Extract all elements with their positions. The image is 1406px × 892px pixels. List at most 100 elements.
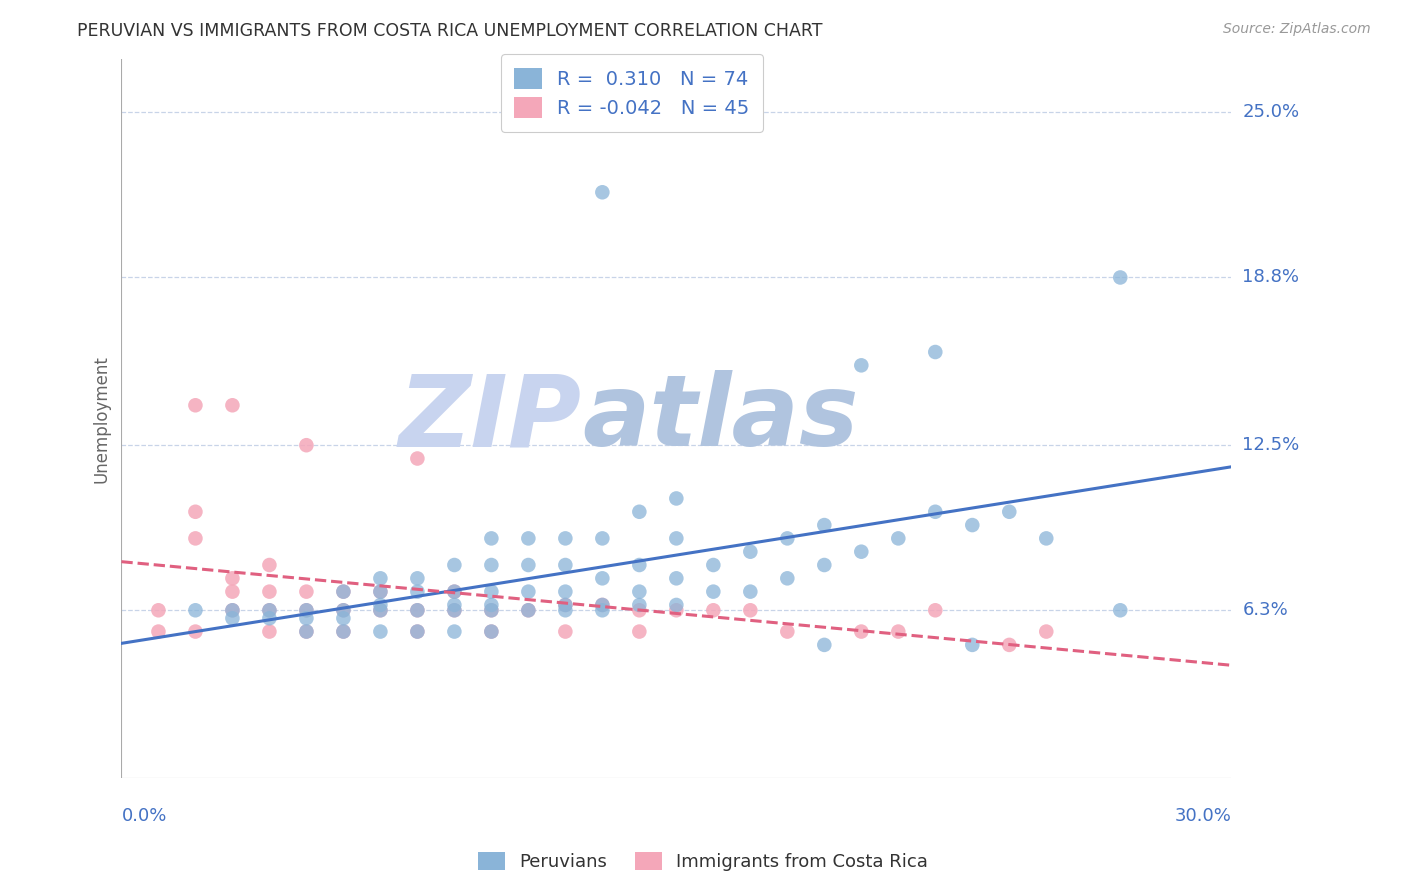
- Point: [517, 584, 540, 599]
- Point: [740, 544, 762, 558]
- Text: PERUVIAN VS IMMIGRANTS FROM COSTA RICA UNEMPLOYMENT CORRELATION CHART: PERUVIAN VS IMMIGRANTS FROM COSTA RICA U…: [77, 22, 823, 40]
- Point: [184, 505, 207, 519]
- Text: atlas: atlas: [582, 370, 859, 467]
- Point: [184, 624, 207, 639]
- Text: 12.5%: 12.5%: [1243, 436, 1299, 454]
- Point: [628, 558, 651, 572]
- Point: [962, 638, 984, 652]
- Point: [479, 598, 502, 612]
- Point: [370, 584, 392, 599]
- Point: [295, 611, 318, 625]
- Text: ZIP: ZIP: [399, 370, 582, 467]
- Point: [479, 603, 502, 617]
- Point: [479, 603, 502, 617]
- Point: [628, 624, 651, 639]
- Point: [221, 611, 243, 625]
- Point: [702, 584, 724, 599]
- Point: [813, 558, 835, 572]
- Point: [370, 584, 392, 599]
- Point: [443, 624, 465, 639]
- Point: [887, 624, 910, 639]
- Point: [776, 624, 799, 639]
- Point: [259, 558, 281, 572]
- Point: [184, 603, 207, 617]
- Text: Source: ZipAtlas.com: Source: ZipAtlas.com: [1223, 22, 1371, 37]
- Point: [479, 532, 502, 546]
- Point: [443, 584, 465, 599]
- Point: [406, 603, 429, 617]
- Point: [406, 603, 429, 617]
- Point: [370, 603, 392, 617]
- Point: [628, 505, 651, 519]
- Point: [259, 584, 281, 599]
- Point: [998, 638, 1021, 652]
- Point: [665, 603, 688, 617]
- Point: [740, 603, 762, 617]
- Point: [776, 571, 799, 585]
- Point: [962, 518, 984, 533]
- Point: [295, 624, 318, 639]
- Point: [295, 584, 318, 599]
- Point: [665, 598, 688, 612]
- Point: [443, 584, 465, 599]
- Point: [1035, 624, 1057, 639]
- Point: [887, 532, 910, 546]
- Point: [370, 624, 392, 639]
- Point: [740, 584, 762, 599]
- Point: [332, 603, 354, 617]
- Point: [370, 603, 392, 617]
- Point: [259, 603, 281, 617]
- Point: [665, 571, 688, 585]
- Point: [554, 598, 576, 612]
- Point: [332, 624, 354, 639]
- Point: [517, 603, 540, 617]
- Point: [406, 571, 429, 585]
- Point: [776, 532, 799, 546]
- Point: [221, 603, 243, 617]
- Point: [148, 603, 170, 617]
- Point: [259, 603, 281, 617]
- Point: [1035, 532, 1057, 546]
- Point: [295, 603, 318, 617]
- Point: [554, 584, 576, 599]
- Point: [628, 603, 651, 617]
- Point: [148, 624, 170, 639]
- Point: [851, 544, 873, 558]
- Text: 18.8%: 18.8%: [1243, 268, 1299, 286]
- Point: [479, 558, 502, 572]
- Point: [184, 398, 207, 412]
- Text: 25.0%: 25.0%: [1243, 103, 1299, 121]
- Point: [851, 359, 873, 373]
- Point: [406, 584, 429, 599]
- Point: [554, 603, 576, 617]
- Point: [517, 532, 540, 546]
- Point: [591, 603, 613, 617]
- Point: [813, 638, 835, 652]
- Point: [332, 603, 354, 617]
- Point: [665, 491, 688, 506]
- Point: [517, 558, 540, 572]
- Point: [479, 584, 502, 599]
- Point: [184, 532, 207, 546]
- Point: [1109, 603, 1132, 617]
- Point: [332, 584, 354, 599]
- Point: [479, 624, 502, 639]
- Point: [406, 624, 429, 639]
- Point: [259, 624, 281, 639]
- Point: [332, 584, 354, 599]
- Point: [851, 624, 873, 639]
- Point: [406, 451, 429, 466]
- Point: [924, 345, 946, 359]
- Point: [591, 598, 613, 612]
- Point: [591, 598, 613, 612]
- Point: [924, 603, 946, 617]
- Point: [443, 603, 465, 617]
- Point: [295, 603, 318, 617]
- Point: [295, 624, 318, 639]
- Text: 0.0%: 0.0%: [121, 806, 167, 825]
- Point: [554, 558, 576, 572]
- Legend: R =  0.310   N = 74, R = -0.042   N = 45: R = 0.310 N = 74, R = -0.042 N = 45: [501, 54, 763, 132]
- Point: [1109, 270, 1132, 285]
- Point: [665, 532, 688, 546]
- Point: [443, 558, 465, 572]
